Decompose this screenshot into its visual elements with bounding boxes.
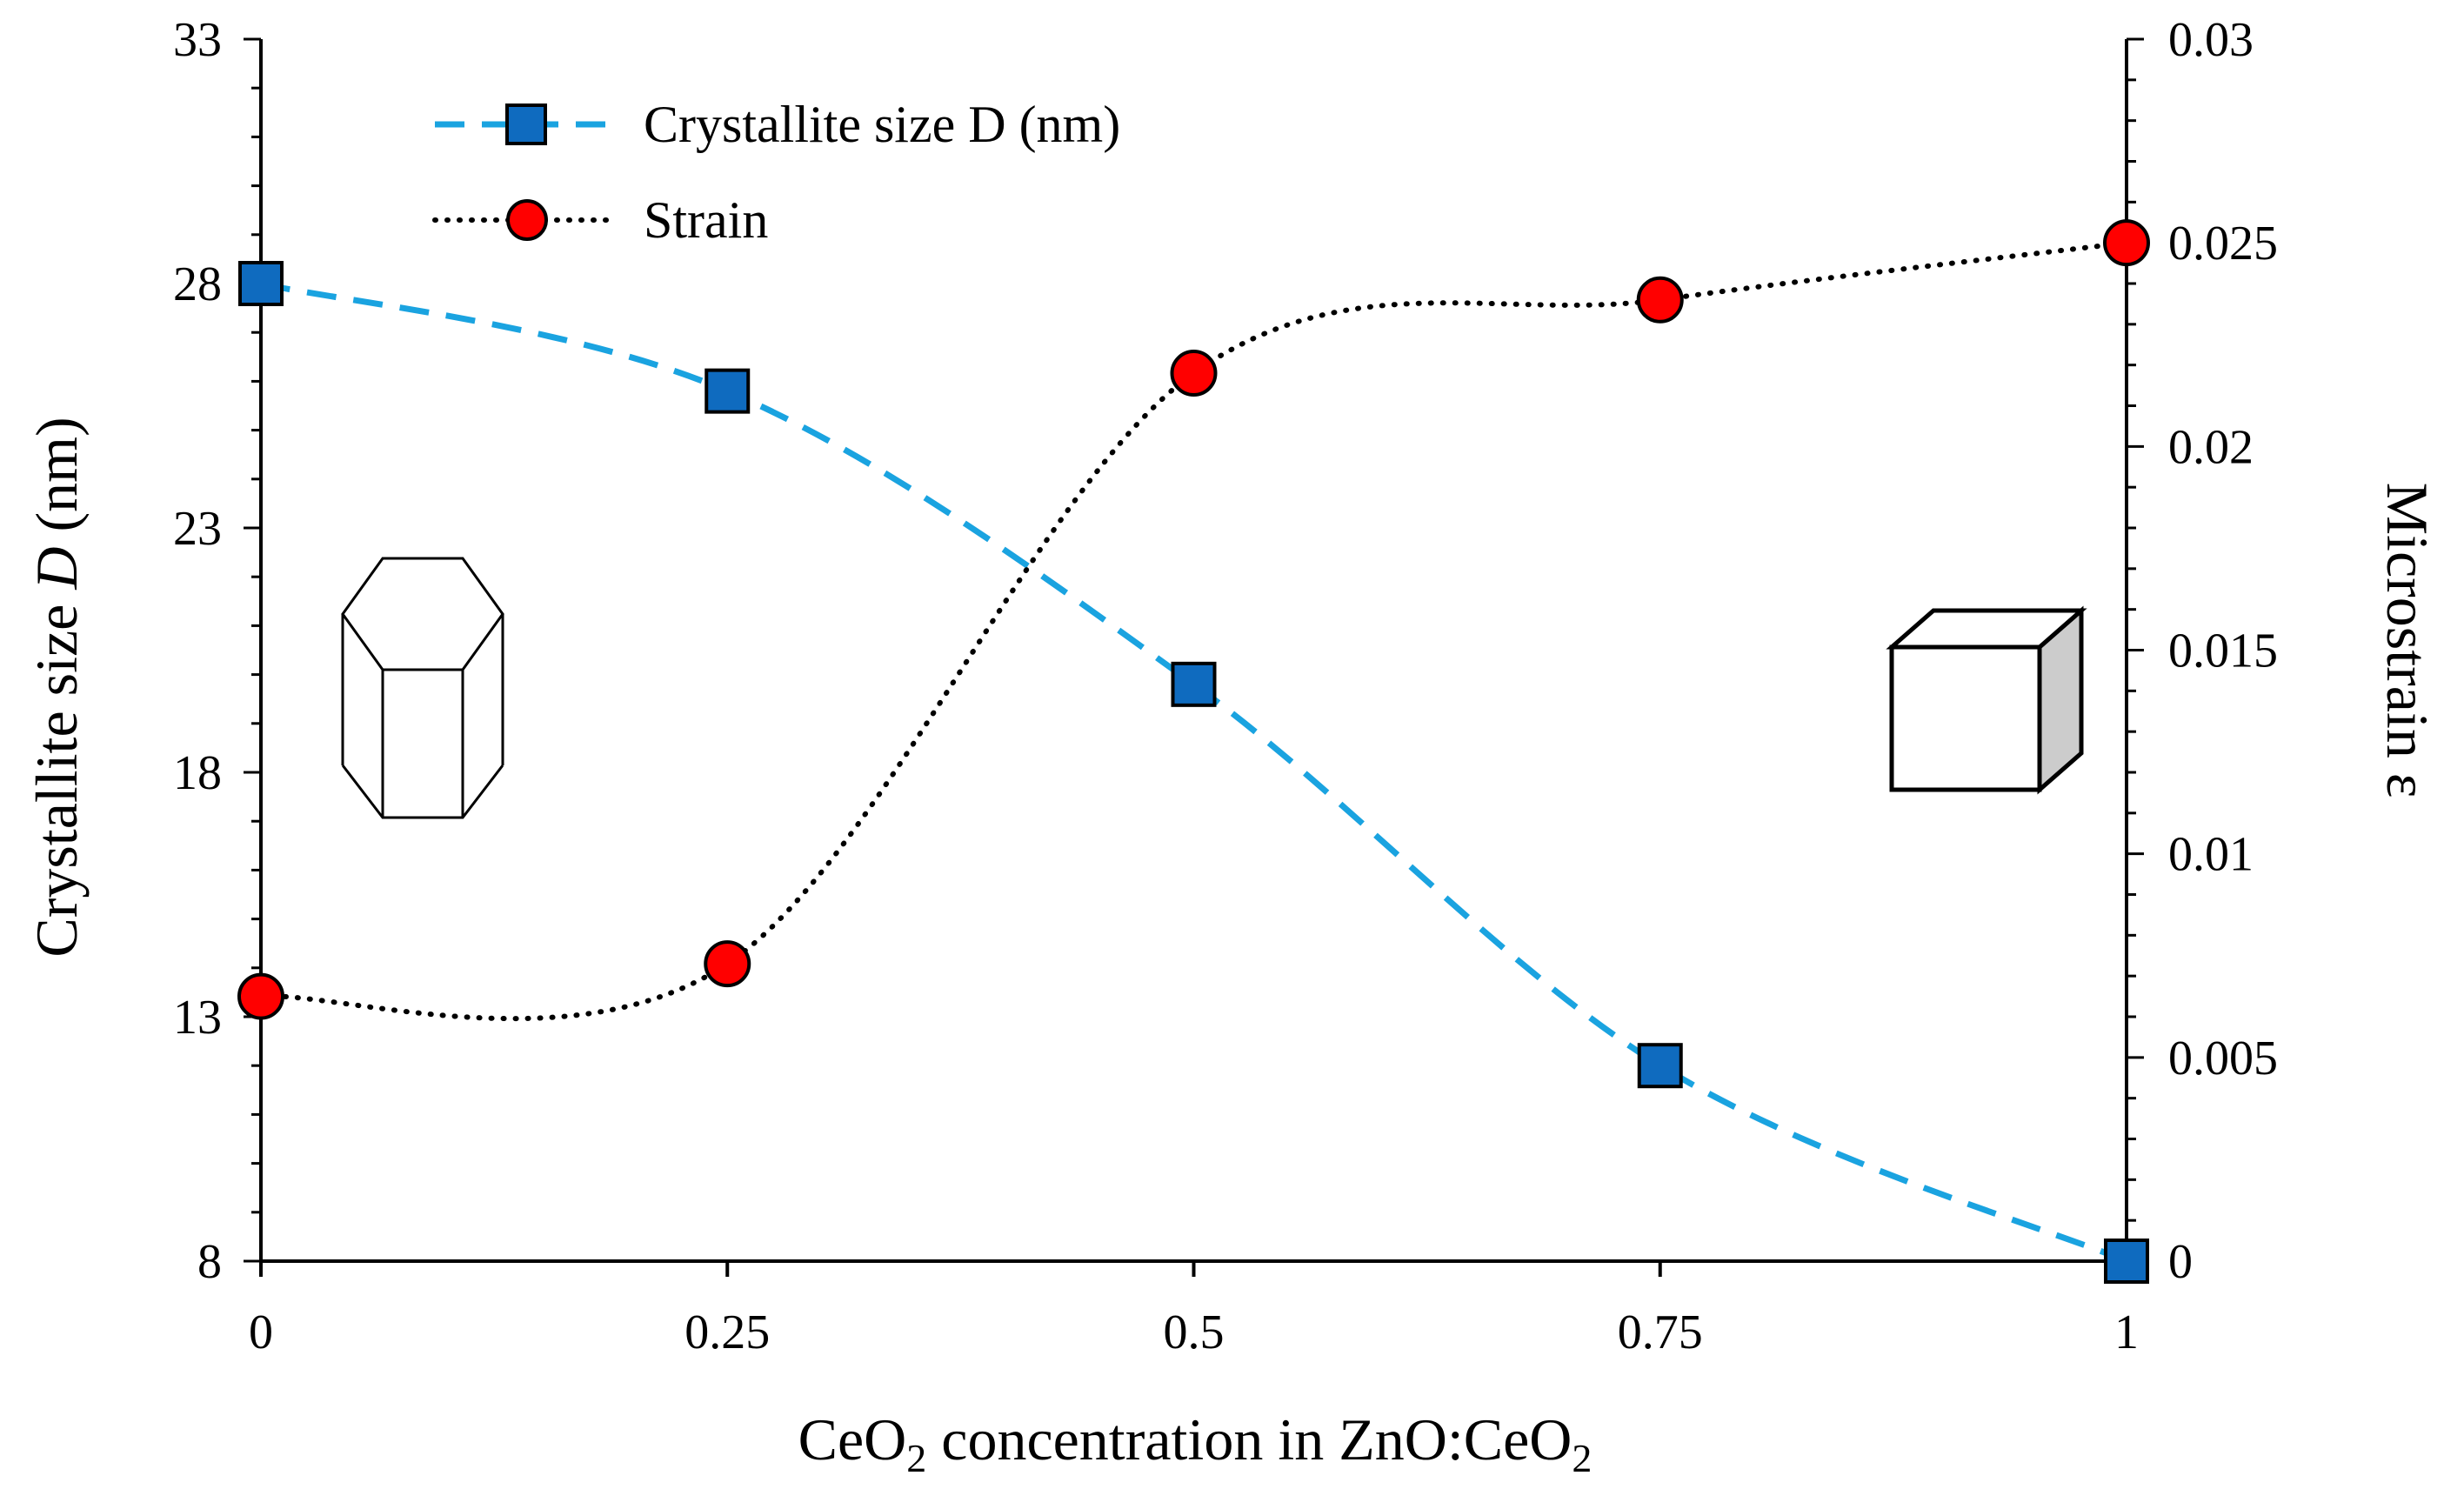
y-left-tick-label: 8 — [197, 1235, 222, 1289]
y-left-tick-label: 18 — [173, 746, 222, 800]
strain-point — [704, 940, 751, 988]
crystallite-size-point — [1171, 661, 1217, 707]
series-line-crystallite-size — [260, 280, 2128, 1265]
y-right-tick-label: 0.025 — [2168, 217, 2278, 270]
x-tick-label: 0 — [249, 1305, 273, 1359]
strain-point — [1636, 276, 1684, 324]
y-right-tick-label: 0.03 — [2168, 13, 2254, 67]
y-right-tick-label: 0.005 — [2168, 1032, 2278, 1085]
crystallite-size-point — [1637, 1043, 1683, 1089]
y-right-tick-label: 0.02 — [2168, 420, 2254, 474]
legend-marker-square — [505, 103, 547, 145]
legend-label-crystallite: Crystallite size D (nm) — [644, 96, 1120, 153]
strain-point — [2103, 219, 2150, 267]
y-axis-right-title: Microstrain ε — [2374, 483, 2441, 798]
legend-label-strain: Strain — [644, 191, 768, 249]
series-lines — [258, 240, 2129, 1265]
y-left-tick-label: 13 — [173, 991, 222, 1045]
y-right-tick-label: 0.015 — [2168, 624, 2278, 678]
crystallite-size-point — [2104, 1239, 2149, 1284]
x-tick-label: 0.25 — [684, 1305, 770, 1359]
tick-labels: 0 0.25 0.5 0.75 18131823283300.0050.010.0150… — [173, 13, 2278, 1359]
x-tick-label: 0.75 — [1618, 1305, 1703, 1359]
legend: Crystallite size D (nm) Strain — [432, 96, 1120, 249]
y-right-tick-label: 0.01 — [2168, 828, 2254, 882]
y-left-tick-label: 28 — [173, 257, 222, 311]
x-tick-label: 1 — [2114, 1305, 2139, 1359]
x-axis-title: CeO2 concentration in ZnO:CeO2 — [798, 1406, 1593, 1480]
y-left-tick-label: 23 — [173, 502, 222, 556]
strain-point — [1170, 350, 1218, 397]
crystallite-size-point — [704, 368, 751, 414]
markers — [237, 219, 2150, 1284]
crystallite-size-point — [238, 261, 284, 306]
hexagonal-prism-icon — [341, 557, 504, 819]
y-left-tick-label: 33 — [173, 13, 222, 67]
x-tick-label: 0.5 — [1164, 1305, 1225, 1359]
y-right-tick-label: 0 — [2168, 1235, 2193, 1289]
y-axis-left-title: Crystallite size D (nm) — [23, 417, 90, 957]
cube-icon — [1886, 605, 2087, 795]
legend-marker-circle — [506, 199, 548, 241]
strain-point — [237, 972, 284, 1020]
